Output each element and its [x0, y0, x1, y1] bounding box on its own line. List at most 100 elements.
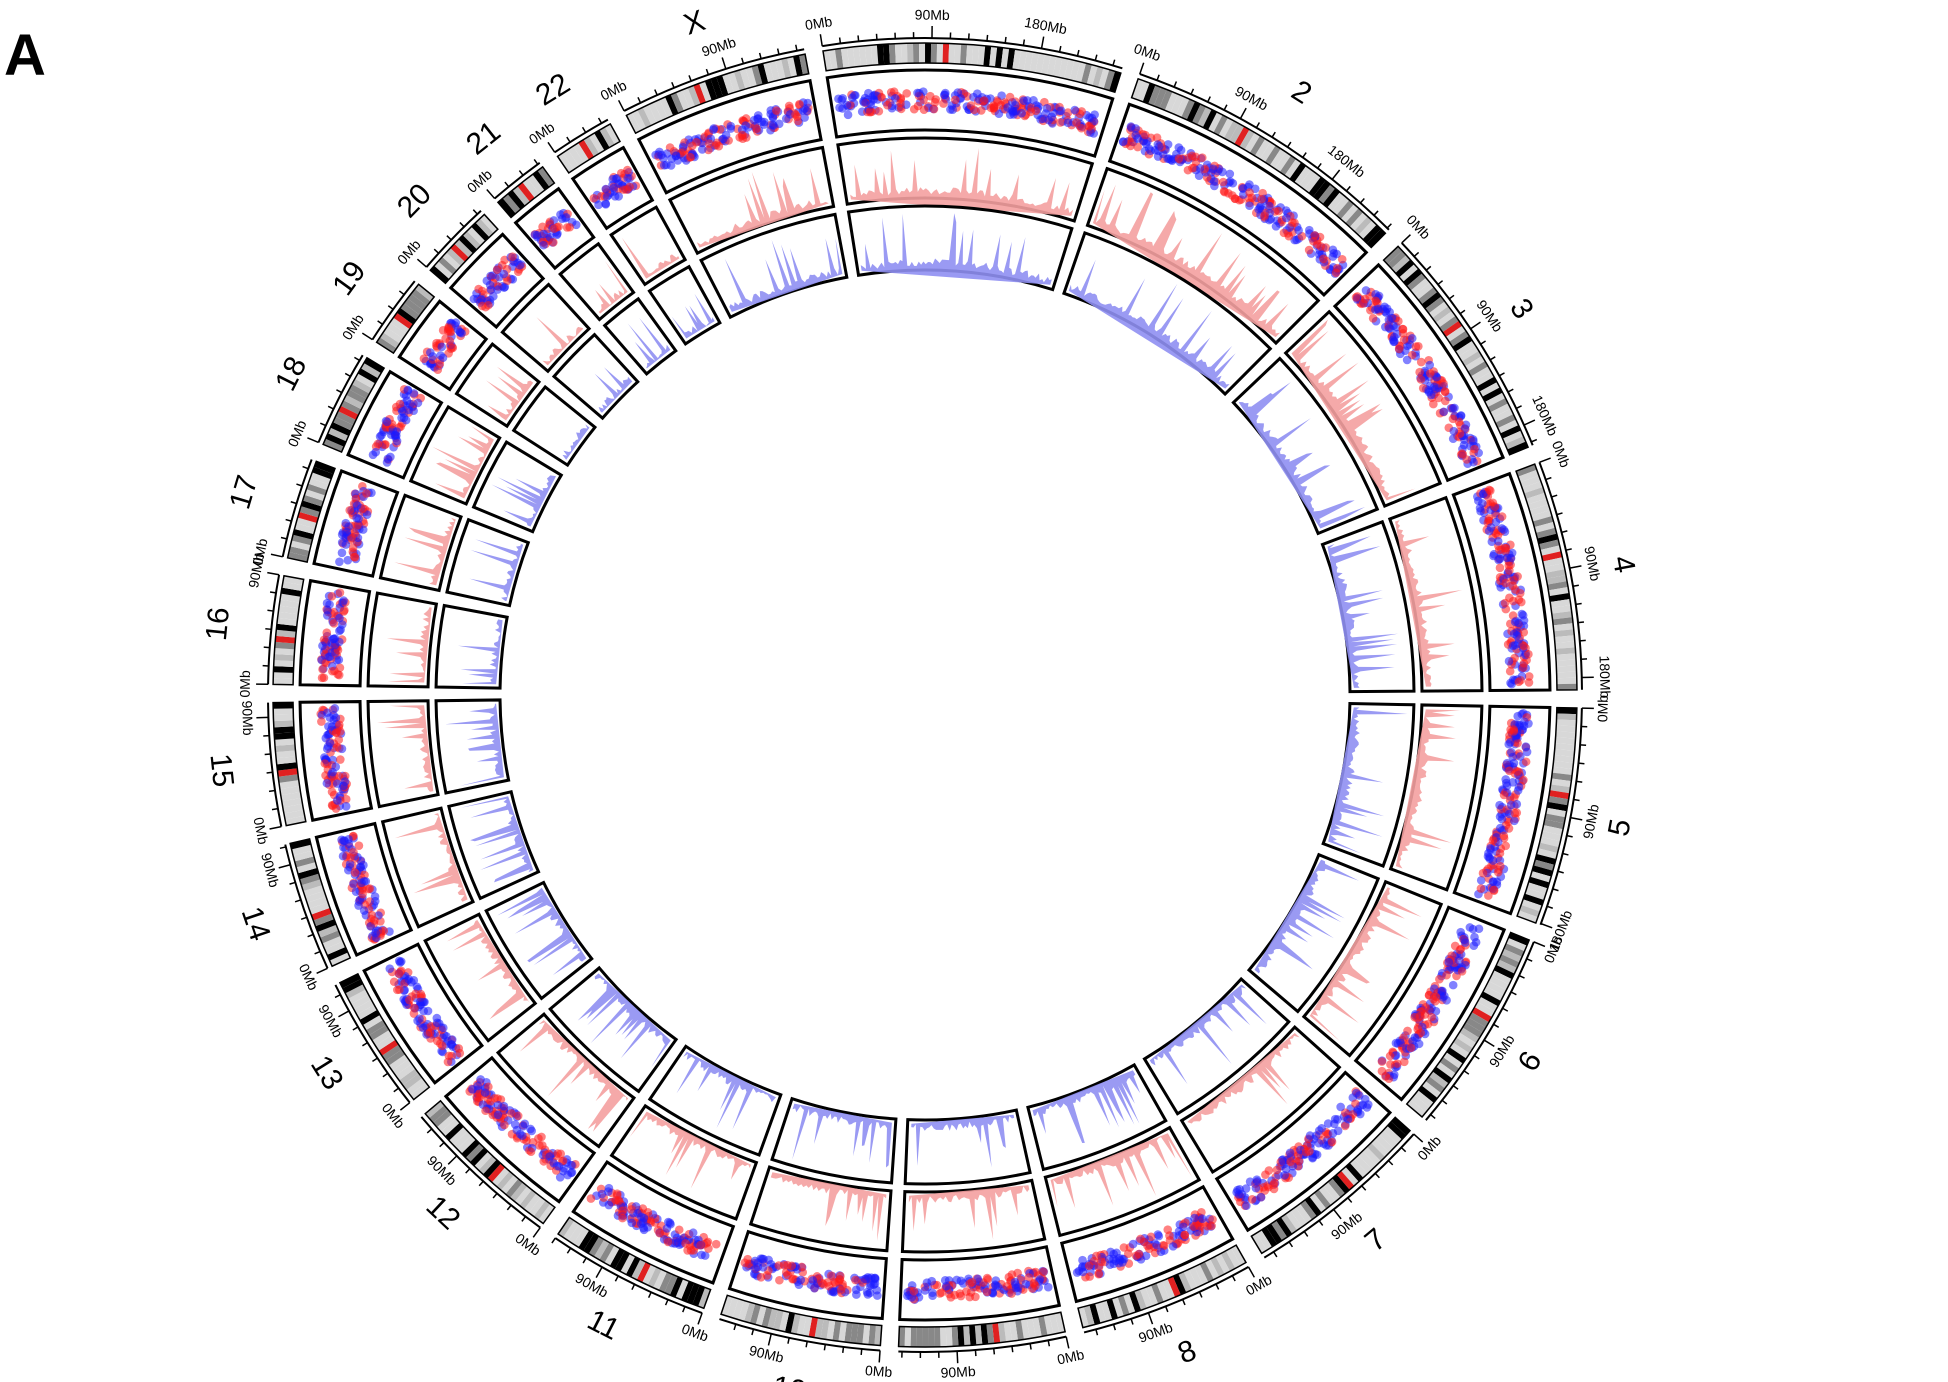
- scatter-panel-chr-9: [898, 1245, 1062, 1322]
- blue-area-panel-chr-12: [548, 965, 679, 1094]
- scatter-point: [330, 640, 340, 650]
- scatter-point: [674, 1225, 684, 1235]
- scatter-track: [298, 68, 1552, 1322]
- ideogram-band: [1556, 683, 1577, 690]
- scatter-point: [332, 728, 341, 737]
- minor-tick: [1502, 1007, 1509, 1012]
- scatter-point: [493, 1100, 503, 1110]
- ideogram-band: [453, 1131, 472, 1150]
- tick-label: 90Mb: [1473, 297, 1506, 335]
- ideogram-band: [1266, 1223, 1283, 1244]
- ideogram-band: [1137, 80, 1150, 102]
- scatter-point: [696, 1240, 705, 1250]
- ideogram-band: [1465, 1017, 1486, 1033]
- blue-area-panel-chr-20: [551, 332, 640, 421]
- ideogram-band: [1231, 1245, 1246, 1266]
- scatter-point: [1190, 1213, 1199, 1223]
- scatter-point: [965, 1279, 974, 1288]
- scatter-point: [1510, 617, 1520, 627]
- ideogram-band: [273, 726, 295, 734]
- ideogram-band: [1029, 52, 1039, 73]
- scatter-point: [561, 212, 571, 222]
- scatter-point: [609, 183, 619, 193]
- minor-tick: [472, 209, 478, 215]
- scatter-point: [1403, 1026, 1412, 1036]
- ideogram-band: [1552, 766, 1573, 776]
- scatter-point: [370, 896, 380, 906]
- ideogram-band: [1354, 216, 1373, 236]
- minor-tick: [504, 181, 510, 188]
- scatter-point: [518, 1122, 528, 1131]
- ideogram-band: [507, 190, 526, 210]
- scatter-panel-chr-15: [298, 700, 374, 822]
- scatter-point: [1505, 766, 1514, 776]
- ideogram-band: [1536, 848, 1558, 859]
- pink-area-panel-chr-16: [366, 591, 439, 689]
- scatter-point: [420, 997, 429, 1007]
- scatter-point: [538, 1141, 547, 1150]
- chromosome-label-13: 13: [304, 1050, 350, 1096]
- pink-area-panel-chr-12: [495, 1012, 637, 1149]
- ideogram-band: [658, 1271, 673, 1293]
- axis-arc-chr-2: [1139, 73, 1390, 231]
- ideogram-band: [631, 109, 647, 131]
- ideogram-band: [1362, 1146, 1381, 1166]
- scatter-point: [1432, 372, 1441, 382]
- ideogram-band: [297, 511, 319, 524]
- blue-area-panel-chr-14: [447, 789, 541, 901]
- ideogram-band: [1556, 707, 1577, 715]
- ideogram-chr-7: [1250, 1116, 1412, 1255]
- scatter-point: [1429, 399, 1438, 409]
- ideogram-band: [781, 57, 792, 79]
- scatter-point: [518, 1131, 527, 1140]
- ideogram-band: [1150, 1283, 1164, 1304]
- scatter-point: [866, 106, 875, 116]
- ideogram-band: [1178, 1271, 1192, 1293]
- ideogram-band: [648, 102, 663, 123]
- ideogram-band: [1488, 975, 1510, 991]
- ideogram-band: [1506, 937, 1527, 952]
- scatter-point: [796, 1275, 806, 1285]
- scatter-point: [539, 1157, 549, 1166]
- ideogram-band: [588, 133, 605, 154]
- major-tick: [819, 34, 823, 47]
- ideogram-band: [1032, 1316, 1042, 1338]
- major-tick: [416, 258, 427, 268]
- ideogram-band: [751, 64, 763, 86]
- scatter-point: [808, 1276, 818, 1285]
- minor-tick: [267, 609, 274, 612]
- minor-tick: [506, 1204, 512, 1211]
- scatter-point: [982, 1273, 992, 1283]
- ideogram-band: [1383, 1125, 1402, 1144]
- scatter-point: [1141, 1251, 1151, 1261]
- ideogram-band: [1484, 392, 1506, 408]
- tick-label: 90Mb: [245, 552, 267, 590]
- scatter-point: [1495, 563, 1505, 573]
- minor-tick: [1190, 88, 1195, 95]
- scatter-point: [618, 1213, 627, 1223]
- ideogram-band: [1541, 551, 1563, 562]
- scatter-point: [1260, 211, 1269, 220]
- ideogram-band: [505, 1178, 523, 1198]
- pink-area-panel-chr-11: [609, 1103, 759, 1221]
- tick-label: 90Mb: [1232, 83, 1271, 114]
- ideogram-band: [1425, 296, 1445, 314]
- scatter-point: [416, 989, 426, 999]
- scatter-point: [549, 238, 558, 247]
- minor-tick: [1359, 197, 1365, 204]
- ideogram-band: [942, 43, 950, 64]
- ideogram-band: [945, 1326, 953, 1347]
- blue-area-panel-chr-18: [471, 440, 564, 534]
- scatter-point: [749, 115, 759, 125]
- scatter-point: [939, 99, 948, 108]
- scatter-point: [1484, 849, 1493, 858]
- ideogram-band: [567, 146, 584, 167]
- ideogram-band: [342, 979, 364, 994]
- ideogram-band: [1098, 67, 1110, 89]
- scatter-point: [362, 489, 371, 498]
- panel-letter: A: [4, 23, 46, 88]
- ideogram-chr-12: [424, 1099, 556, 1225]
- scatter-point: [320, 759, 330, 768]
- ideogram-band: [1375, 1134, 1394, 1153]
- ideogram-band: [314, 461, 335, 474]
